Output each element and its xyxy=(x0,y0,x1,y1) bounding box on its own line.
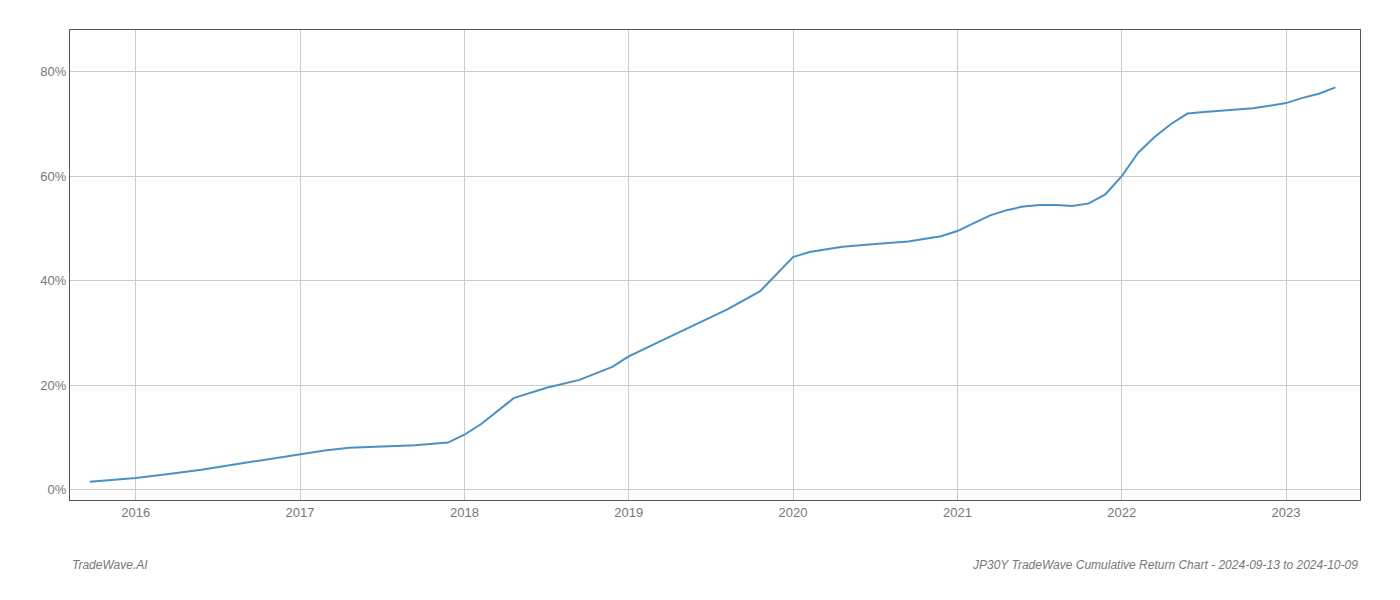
svg-text:80%: 80% xyxy=(40,64,66,79)
svg-text:2020: 2020 xyxy=(779,505,808,520)
svg-text:TradeWave.AI: TradeWave.AI xyxy=(72,558,148,572)
svg-text:2021: 2021 xyxy=(943,505,972,520)
svg-text:2016: 2016 xyxy=(121,505,150,520)
svg-text:2017: 2017 xyxy=(286,505,315,520)
svg-text:0%: 0% xyxy=(48,482,67,497)
svg-text:JP30Y TradeWave Cumulative Ret: JP30Y TradeWave Cumulative Return Chart … xyxy=(972,558,1358,572)
svg-text:2022: 2022 xyxy=(1107,505,1136,520)
svg-text:20%: 20% xyxy=(40,378,66,393)
svg-text:40%: 40% xyxy=(40,273,66,288)
svg-text:2019: 2019 xyxy=(614,505,643,520)
svg-text:2018: 2018 xyxy=(450,505,479,520)
svg-text:60%: 60% xyxy=(40,169,66,184)
svg-text:2023: 2023 xyxy=(1272,505,1301,520)
